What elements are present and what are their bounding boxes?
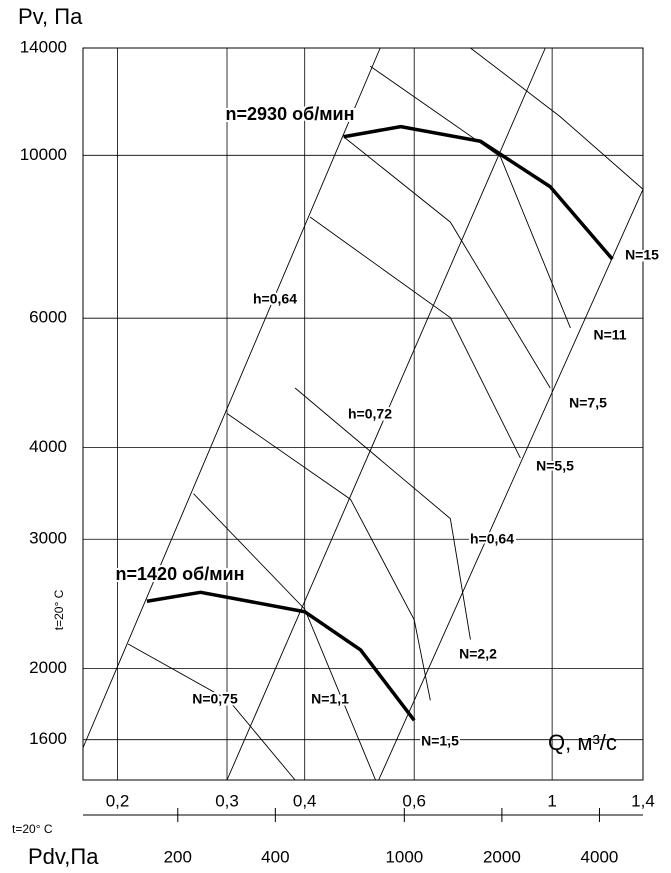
- y-tick-label: 3000: [29, 529, 67, 548]
- x2-tick-label: 400: [261, 847, 289, 866]
- y-tick-label: 1600: [29, 729, 67, 748]
- reference-line: [226, 47, 546, 781]
- line-label: N=5,5: [536, 458, 574, 474]
- x2-axis-label: Pdv,Па: [28, 844, 99, 869]
- y-axis-label: Pv, Па: [18, 4, 83, 29]
- x-tick-label: 0,6: [402, 791, 426, 810]
- x-tick-label: 0,4: [293, 791, 317, 810]
- temp-label: t=20° C: [52, 589, 66, 630]
- reference-line: [370, 65, 571, 329]
- reference-line: [309, 216, 521, 459]
- reference-line: [193, 493, 376, 781]
- x-tick-label: 0,2: [106, 791, 130, 810]
- x-axis-label: Q, м³/с: [548, 730, 617, 755]
- line-label: N=11: [593, 327, 626, 343]
- temp-label-bottom: t=20° C: [12, 822, 53, 836]
- y-tick-label: 6000: [29, 308, 67, 327]
- fan-curve: [343, 124, 614, 261]
- y-tick-label: 4000: [29, 437, 67, 456]
- x2-tick-label: 200: [164, 847, 192, 866]
- line-label: N=7,5: [569, 395, 607, 411]
- reference-line: [378, 189, 644, 781]
- y-tick-label: 14000: [20, 37, 67, 56]
- reference-line: [470, 47, 644, 190]
- x2-tick-label: 2000: [483, 847, 521, 866]
- line-label: N=15: [625, 247, 659, 263]
- reference-line: [343, 136, 551, 389]
- reference-line: [82, 47, 381, 748]
- x-tick-label: 1,4: [631, 791, 655, 810]
- reference-line: [226, 413, 431, 701]
- series-label: n=2930 об/мин: [226, 104, 355, 124]
- line-label: N=1,1: [311, 691, 349, 707]
- fan-curve: [146, 590, 416, 722]
- series-label: n=1420 об/мин: [116, 564, 245, 584]
- x2-tick-label: 4000: [581, 847, 619, 866]
- x-tick-label: 1: [547, 791, 556, 810]
- line-label: N=1,5: [421, 733, 459, 749]
- y-tick-label: 10000: [20, 145, 67, 164]
- line-label: h=0,72: [348, 406, 392, 422]
- line-label: h=0,64: [470, 531, 514, 547]
- reference-line: [127, 643, 296, 781]
- reference-line: [294, 387, 471, 640]
- y-tick-label: 2000: [29, 658, 67, 677]
- line-label: N=2,2: [459, 646, 497, 662]
- line-label: N=0,75: [192, 691, 238, 707]
- line-label: h=0,64: [253, 291, 297, 307]
- x2-tick-label: 1000: [385, 847, 423, 866]
- x-tick-label: 0,3: [215, 791, 239, 810]
